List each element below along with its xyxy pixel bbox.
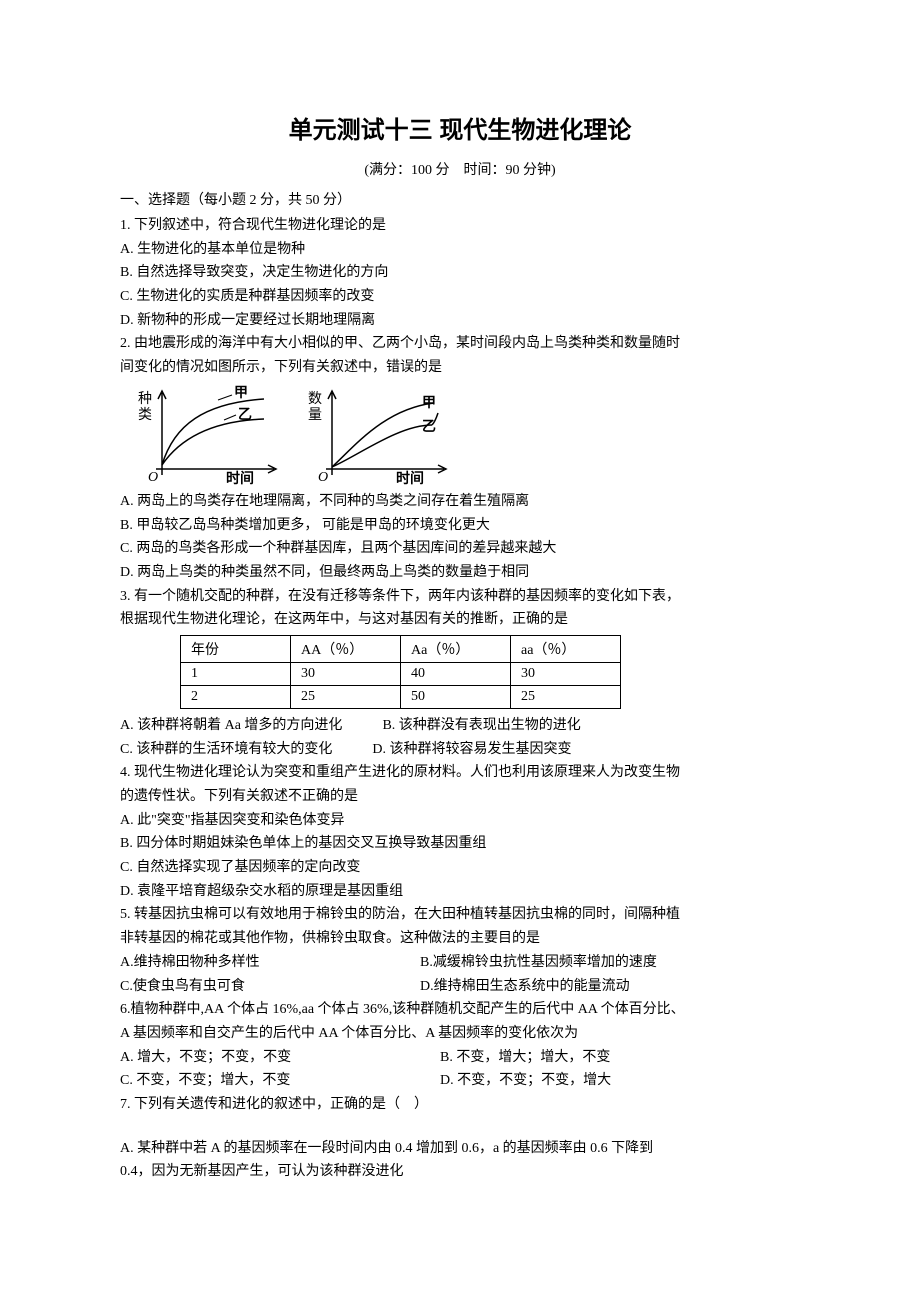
- q4-opt-c: C. 自然选择实现了基因频率的定向改变: [120, 857, 800, 879]
- td: 1: [181, 662, 291, 685]
- q3-opt-b: B. 该种群没有表现出生物的进化: [382, 715, 580, 737]
- page-title: 单元测试十三 现代生物进化理论: [120, 110, 800, 145]
- q4-stem-1: 4. 现代生物进化理论认为突变和重组产生进化的原材料。人们也利用该原理来人为改变…: [120, 762, 800, 784]
- q3-stem-1: 3. 有一个随机交配的种群，在没有迁移等条件下，两年内该种群的基因频率的变化如下…: [120, 586, 800, 608]
- xlabel: 时间: [396, 470, 424, 485]
- th-3: aa（％）: [511, 635, 621, 662]
- q1-opt-c: C. 生物进化的实质是种群基因频率的改变: [120, 286, 800, 308]
- label-jia: 甲: [234, 385, 248, 401]
- ylabel-2: 类: [138, 407, 152, 423]
- td: 25: [511, 685, 621, 708]
- q6-stem-1: 6.植物种群中,AA 个体占 16%,aa 个体占 36%,该种群随机交配产生的…: [120, 999, 800, 1021]
- q5-stem-1: 5. 转基因抗虫棉可以有效地用于棉铃虫的防治，在大田种植转基因抗虫棉的同时，间隔…: [120, 904, 800, 926]
- q3-table: 年份 AA（％） Aa（％） aa（％） 1 30 40 30 2 25 50 …: [180, 635, 621, 709]
- td: 2: [181, 685, 291, 708]
- q2-opt-b: B. 甲岛较乙岛鸟种类增加更多， 可能是甲岛的环境变化更大: [120, 515, 800, 537]
- q1-opt-d: D. 新物种的形成一定要经过长期地理隔离: [120, 310, 800, 332]
- xlabel: 时间: [226, 470, 254, 485]
- q2-stem-2: 间变化的情况如图所示，下列有关叙述中，错误的是: [120, 357, 800, 379]
- q2-opt-c: C. 两岛的鸟类各形成一个种群基因库，且两个基因库间的差异越来越大: [120, 538, 800, 560]
- label-jia: 甲: [422, 395, 436, 411]
- q2-chart-left: 种 类 O 时间 甲 乙: [134, 385, 284, 485]
- q4-opt-a: A. 此"突变"指基因突变和染色体变异: [120, 810, 800, 832]
- ylabel-1: 数: [308, 391, 322, 407]
- q6-stem-2: A 基因频率和自交产生的后代中 AA 个体百分比、A 基因频率的变化依次为: [120, 1023, 800, 1045]
- q7-opt-a-1: A. 某种群中若 A 的基因频率在一段时间内由 0.4 增加到 0.6，a 的基…: [120, 1138, 800, 1160]
- q2-opt-a: A. 两岛上的鸟类存在地理隔离，不同种的鸟类之间存在着生殖隔离: [120, 491, 800, 513]
- label-yi: 乙: [238, 407, 252, 423]
- q6-opt-a: A. 增大，不变；不变，不变: [120, 1047, 400, 1069]
- q1-stem: 1. 下列叙述中，符合现代生物进化理论的是: [120, 215, 800, 237]
- q2-stem-1: 2. 由地震形成的海洋中有大小相似的甲、乙两个小岛，某时间段内岛上鸟类种类和数量…: [120, 333, 800, 355]
- blank-line: [120, 1118, 800, 1138]
- q6-opt-b: B. 不变，增大；增大，不变: [440, 1047, 610, 1069]
- q1-opt-a: A. 生物进化的基本单位是物种: [120, 239, 800, 261]
- q4-opt-b: B. 四分体时期姐妹染色单体上的基因交叉互换导致基因重组: [120, 833, 800, 855]
- page-subtitle: (满分：100 分 时间：90 分钟): [120, 159, 800, 179]
- th-1: AA（％）: [291, 635, 401, 662]
- q3-opt-c: C. 该种群的生活环境有较大的变化: [120, 739, 332, 761]
- origin-label: O: [318, 470, 328, 485]
- q2-chart-right: 数 量 O 时间 甲 乙: [304, 385, 454, 485]
- table-row: 2 25 50 25: [181, 685, 621, 708]
- q5-opt-c: C.使食虫鸟有虫可食: [120, 976, 380, 998]
- q3-opt-d: D. 该种群将较容易发生基因突变: [372, 739, 571, 761]
- q5-opt-a: A.维持棉田物种多样性: [120, 952, 380, 974]
- q5-opt-b: B.减缓棉铃虫抗性基因频率增加的速度: [420, 952, 657, 974]
- td: 50: [401, 685, 511, 708]
- q4-stem-2: 的遗传性状。下列有关叙述不正确的是: [120, 786, 800, 808]
- td: 30: [291, 662, 401, 685]
- th-0: 年份: [181, 635, 291, 662]
- label-yi: 乙: [422, 419, 436, 435]
- section-heading: 一、选择题（每小题 2 分，共 50 分）: [120, 189, 800, 209]
- q3-opt-a: A. 该种群将朝着 Aa 增多的方向进化: [120, 715, 342, 737]
- q4-opt-d: D. 袁隆平培育超级杂交水稻的原理是基因重组: [120, 881, 800, 903]
- q7-stem: 7. 下列有关遗传和进化的叙述中，正确的是（ ）: [120, 1094, 800, 1116]
- td: 25: [291, 685, 401, 708]
- q6-opt-c: C. 不变，不变；增大，不变: [120, 1070, 400, 1092]
- q6-opt-d: D. 不变，不变；不变，增大: [440, 1070, 611, 1092]
- ylabel-1: 种: [138, 391, 152, 407]
- table-header-row: 年份 AA（％） Aa（％） aa（％）: [181, 635, 621, 662]
- td: 40: [401, 662, 511, 685]
- q5-opt-d: D.维持棉田生态系统中的能量流动: [420, 976, 630, 998]
- q3-stem-2: 根据现代生物进化理论，在这两年中，与这对基因有关的推断，正确的是: [120, 609, 800, 631]
- q2-opt-d: D. 两岛上鸟类的种类虽然不同，但最终两岛上鸟类的数量趋于相同: [120, 562, 800, 584]
- th-2: Aa（％）: [401, 635, 511, 662]
- q7-opt-a-2: 0.4，因为无新基因产生，可认为该种群没进化: [120, 1161, 800, 1183]
- ylabel-2: 量: [308, 407, 322, 423]
- table-row: 1 30 40 30: [181, 662, 621, 685]
- origin-label: O: [148, 470, 158, 485]
- td: 30: [511, 662, 621, 685]
- q1-opt-b: B. 自然选择导致突变，决定生物进化的方向: [120, 262, 800, 284]
- q5-stem-2: 非转基因的棉花或其他作物，供棉铃虫取食。这种做法的主要目的是: [120, 928, 800, 950]
- q2-charts: 种 类 O 时间 甲 乙 数 量 O 时间 甲 乙: [134, 385, 800, 485]
